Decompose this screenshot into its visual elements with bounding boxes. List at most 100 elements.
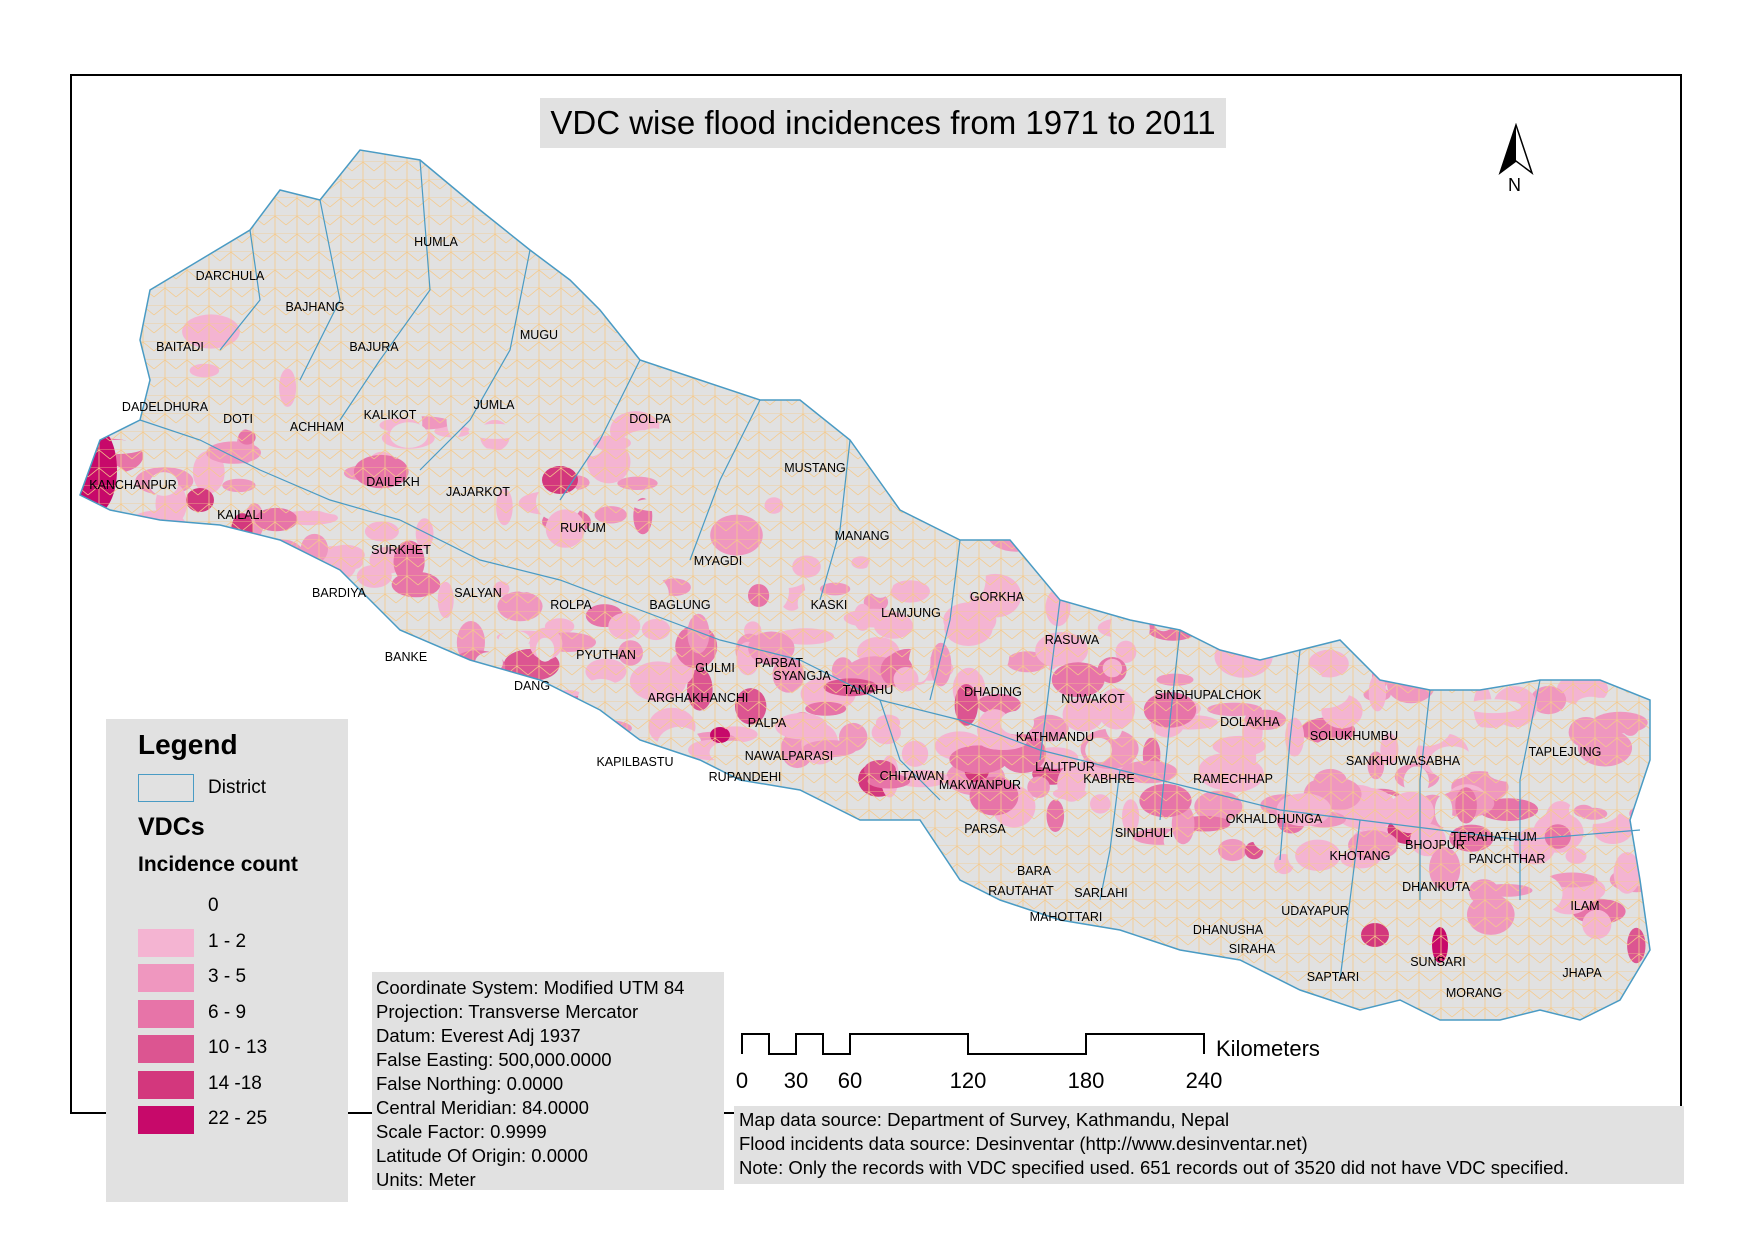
vdc-area [201, 524, 218, 542]
source-line: Map data source: Department of Survey, K… [739, 1109, 1230, 1130]
district-label: DOLPA [629, 412, 671, 426]
legend-title: Legend [138, 729, 238, 760]
legend-district-row: District [106, 769, 346, 809]
district-label: SOLUKHUMBU [1310, 729, 1398, 743]
coordinate-info-line: Latitude Of Origin: 0.0000 [376, 1145, 588, 1166]
scale-tick-label: 30 [783, 1068, 809, 1093]
vdc-area [1484, 659, 1536, 683]
vdc-area [265, 613, 317, 635]
district-label: RASUWA [1045, 633, 1100, 647]
legend-class-label: 3 - 5 [208, 966, 247, 987]
district-label: PYUTHAN [576, 648, 636, 662]
legend-class-swatch [138, 1070, 194, 1099]
legend-class-label: 6 - 9 [208, 1001, 247, 1023]
district-label: PALPA [748, 716, 787, 730]
district-label: LALITPUR [1035, 760, 1095, 774]
vdc-area [293, 632, 326, 649]
district-label: SYANGJA [773, 669, 831, 683]
legend-panel: Legend District VDCs Incidence count 0 1 … [106, 719, 348, 1202]
scale-bar: Kilometers 0 30 60 120 180 240 [736, 1030, 1340, 1100]
district-label: BHOJPUR [1405, 838, 1465, 852]
district-label: SURKHET [371, 543, 431, 557]
north-arrow: N [1494, 122, 1538, 201]
vdc-area [80, 520, 104, 543]
vdc-area [1591, 633, 1632, 657]
vdc-area [88, 407, 111, 432]
vdc-area [1265, 593, 1305, 613]
district-label: DAILEKH [366, 475, 420, 489]
vdc-area [207, 597, 252, 613]
district-label: PARBAT [755, 656, 804, 670]
vdc-area [488, 689, 539, 725]
district-label: BAJHANG [285, 300, 344, 314]
vdc-area [176, 601, 237, 629]
vdc-area [549, 706, 582, 732]
vdc-area [1522, 643, 1565, 685]
vdc-area [1359, 639, 1389, 659]
coordinate-info-line: False Easting: 500,000.0000 [376, 1049, 612, 1070]
legend-incidence-heading: Incidence count [138, 853, 298, 876]
legend-class-row: 14 -18 [138, 1070, 338, 1101]
district-label: DARCHULA [196, 269, 265, 283]
legend-class-label: 22 - 25 [208, 1108, 268, 1129]
district-label: District [208, 777, 267, 798]
vdc-area [1467, 643, 1492, 680]
coordinate-info-line: Projection: Transverse Mercator [376, 1001, 639, 1022]
vdc-area [1424, 666, 1464, 691]
legend-class-label: 10 - 13 [208, 1037, 268, 1058]
vdc-area [1222, 598, 1258, 631]
vdc-area [1380, 593, 1401, 633]
vdc-area [1341, 608, 1371, 649]
district-label: SALYAN [454, 586, 501, 600]
district-label: NAWALPARASI [745, 749, 833, 763]
district-label: DHADING [964, 685, 1022, 699]
vdc-area [1369, 628, 1423, 667]
country-boundary [79, 149, 1651, 1021]
vdc-area [80, 533, 108, 566]
map-title-box: VDC wise flood incidences from 1971 to 2… [540, 98, 1226, 148]
vdc-area [106, 602, 131, 645]
vdc-area [102, 586, 163, 625]
vdc-area [1131, 538, 1176, 563]
vdc-area [1022, 501, 1063, 515]
vdc-area [1533, 624, 1561, 663]
vdc-area [1431, 638, 1487, 674]
district-label: CHITAWAN [880, 769, 945, 783]
scale-unit: Kilometers [1216, 1036, 1320, 1061]
vdc-area [80, 545, 136, 585]
vdc-area [1461, 579, 1498, 621]
vdc-area [1332, 605, 1382, 642]
vdc-area [441, 662, 491, 685]
vdc-area [1037, 499, 1070, 516]
vdc-area [358, 635, 388, 661]
source-line: Note: Only the records with VDC specifie… [739, 1157, 1569, 1178]
legend-class-label: 0 [208, 895, 219, 916]
scale-tick-label: 60 [837, 1068, 863, 1093]
district-label: JHAPA [1562, 966, 1602, 980]
district-label: RAMECHHAP [1193, 772, 1273, 786]
district-labels: HUMLA DARCHULA BAJHANG BAITADI BAJURA MUGU DAD… [89, 235, 1602, 1000]
district-label: MAHOTTARI [1030, 910, 1103, 924]
vdc-area [1107, 513, 1167, 535]
scale-tick-label: 180 [1067, 1068, 1105, 1093]
district-label: MAKWANPUR [939, 778, 1021, 792]
vdc-area [94, 300, 117, 339]
vdc-area [1305, 602, 1365, 643]
legend-class-swatch [138, 999, 194, 1028]
vdc-area [313, 617, 354, 637]
district-label: PARSA [964, 822, 1006, 836]
district-label: SINDHULI [1115, 826, 1173, 840]
vdc-area [1404, 626, 1432, 664]
district-label: MUGU [520, 328, 558, 342]
district-label: SUNSARI [1410, 955, 1466, 969]
vdc-area [1615, 627, 1650, 643]
district-label: PANCHTHAR [1469, 852, 1546, 866]
legend-class-row: 22 - 25 [138, 1106, 338, 1136]
vdc-area [1159, 542, 1211, 570]
vdc-area [1423, 634, 1455, 663]
vdc-area [1158, 534, 1215, 562]
vdc-area [148, 597, 202, 622]
vdc-area [1076, 563, 1134, 604]
legend-class-row: 3 - 5 [138, 964, 338, 994]
district-label: MANANG [835, 529, 890, 543]
